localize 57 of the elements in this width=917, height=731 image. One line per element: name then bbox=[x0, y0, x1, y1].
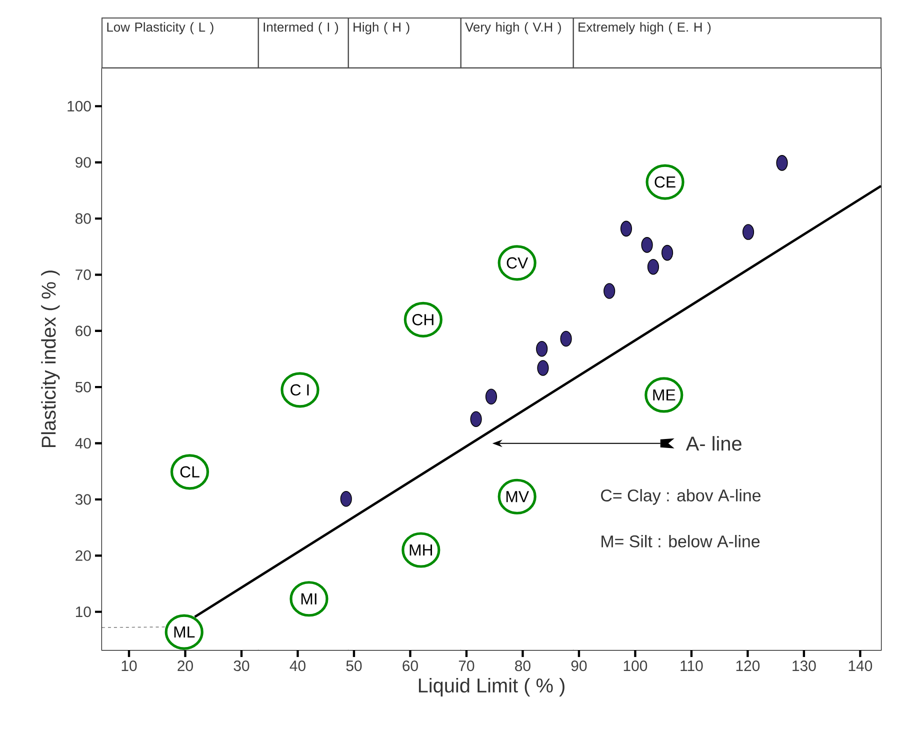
annotation: C= Clay : abov A-line bbox=[601, 489, 761, 505]
band-label: Extremely high ( E. H ) bbox=[578, 22, 711, 34]
annotation: ML bbox=[174, 626, 195, 638]
point bbox=[536, 340, 548, 357]
x-tick-label: 140 bbox=[848, 660, 872, 672]
x-tick-label: 120 bbox=[736, 660, 760, 672]
x-axis-title: Liquid Limit ( % ) bbox=[418, 678, 564, 697]
y-tick-label: 60 bbox=[76, 326, 91, 336]
point bbox=[537, 360, 549, 376]
band-label: High ( H ) bbox=[354, 22, 410, 34]
x-tick-label: 70 bbox=[458, 660, 474, 672]
annotation: MV bbox=[506, 491, 529, 502]
x-tick-label: 60 bbox=[402, 660, 418, 672]
y-tick-label: 10 bbox=[76, 606, 91, 618]
point bbox=[340, 490, 352, 507]
point bbox=[742, 224, 754, 240]
x-tick-label: 80 bbox=[515, 660, 530, 672]
annotation: C I bbox=[290, 384, 309, 396]
x-tick-label: 100 bbox=[624, 660, 648, 672]
point bbox=[647, 258, 660, 275]
point bbox=[641, 237, 653, 253]
annotation: MI bbox=[301, 593, 316, 604]
annotation: MH bbox=[410, 544, 432, 556]
annotation: ME bbox=[653, 389, 676, 400]
band-label: Very high ( V.H ) bbox=[465, 22, 561, 34]
x-tick-label: 90 bbox=[571, 660, 587, 672]
y-tick-label: 50 bbox=[75, 382, 91, 392]
point bbox=[485, 388, 498, 405]
point bbox=[560, 330, 572, 347]
y-axis-title: Plasticity index ( % ) bbox=[41, 270, 60, 448]
point bbox=[620, 220, 632, 237]
y-tick-label: 90 bbox=[76, 157, 91, 168]
x-tick-label: 10 bbox=[122, 660, 137, 672]
y-tick-label: 20 bbox=[76, 550, 91, 561]
y-tick-label: 40 bbox=[75, 438, 91, 449]
y-tick-label: 30 bbox=[75, 494, 91, 505]
band-label: Intermed ( I ) bbox=[264, 22, 338, 34]
annotation: CE bbox=[654, 176, 676, 188]
point bbox=[661, 244, 674, 261]
x-tick-label: 110 bbox=[680, 660, 703, 672]
y-tick-label: 80 bbox=[76, 213, 91, 224]
legend-label: A- line bbox=[686, 436, 742, 451]
annotation: CV bbox=[506, 257, 528, 269]
band-label: Low Plasticity ( L ) bbox=[107, 22, 214, 34]
annotation: M= Silt : below A-line bbox=[602, 534, 760, 548]
annotation: CL bbox=[180, 466, 200, 478]
x-tick-label: 20 bbox=[178, 660, 193, 672]
point bbox=[470, 411, 482, 428]
x-tick-label: 30 bbox=[234, 660, 250, 672]
annotation: CH bbox=[412, 314, 434, 326]
y-tick-label: 70 bbox=[76, 269, 91, 280]
x-tick-label: 130 bbox=[792, 660, 816, 672]
x-tick-label: 40 bbox=[290, 660, 306, 672]
point bbox=[604, 283, 616, 299]
point bbox=[776, 155, 788, 171]
x-tick-label: 50 bbox=[346, 660, 362, 672]
y-tick-label: 100 bbox=[68, 100, 91, 112]
